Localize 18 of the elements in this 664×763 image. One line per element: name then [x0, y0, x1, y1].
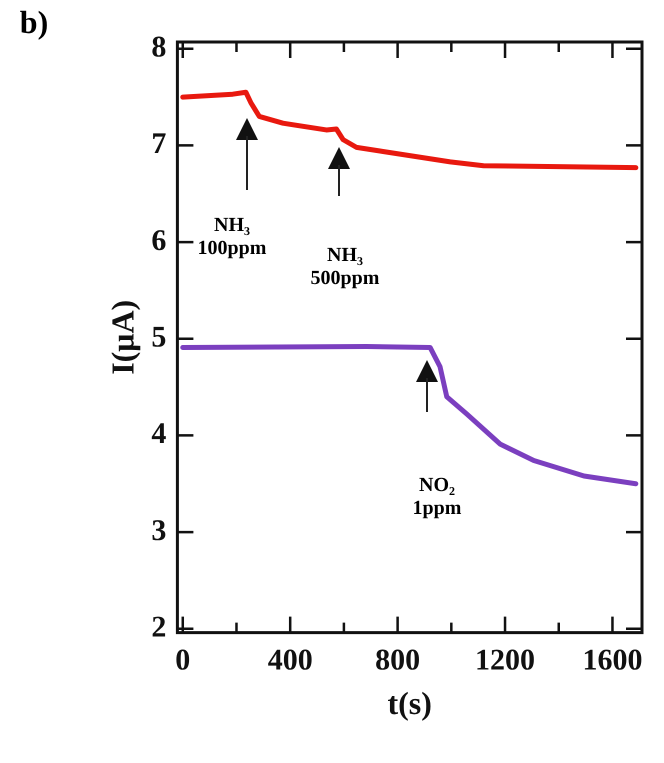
- x-axis-title: t(s): [387, 685, 432, 722]
- y-tick-label: 2: [151, 610, 166, 644]
- x-tick-label: 1200: [475, 643, 536, 676]
- y-tick-label: 3: [151, 514, 166, 547]
- y-tick-label: 6: [151, 224, 166, 257]
- x-tick-label: 1600: [582, 643, 642, 676]
- x-tick-label: 800: [375, 643, 420, 676]
- text: b): [18, 4, 50, 41]
- y-axis-title: I(μA): [104, 300, 140, 375]
- x-tick-label: 0: [175, 643, 190, 676]
- y-tick-label: 5: [151, 320, 166, 354]
- annotation: NO₂ 1ppm: [412, 474, 462, 520]
- y-tick-label: 7: [151, 127, 166, 160]
- y-tick-label: 8: [151, 30, 166, 64]
- x-tick-label: 400: [268, 643, 313, 676]
- y-tick-label: 4: [151, 417, 166, 450]
- annotation: NH₃ 100ppm: [196, 214, 268, 260]
- annotation: NH₃ 500ppm: [310, 244, 380, 290]
